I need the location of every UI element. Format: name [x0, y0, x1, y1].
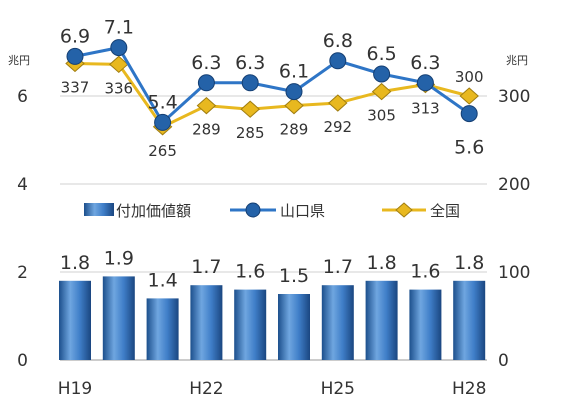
national-data-label: 292 [323, 118, 352, 136]
bar-data-label: 1.7 [323, 256, 353, 278]
x-tick-label: H25 [321, 379, 355, 399]
bar-data-label: 1.4 [147, 269, 177, 291]
legend: 付加価値額 山口県 全国 [84, 202, 460, 220]
bar [409, 289, 442, 360]
legend-label-bar: 付加価値額 [116, 202, 191, 220]
marker-national [328, 94, 348, 112]
bar [234, 289, 267, 360]
bar [321, 285, 354, 360]
marker-yamaguchi [329, 52, 347, 70]
bar-data-label: 1.8 [60, 252, 90, 274]
y-right-tick-label: 100 [498, 263, 530, 283]
national-data-label: 289 [192, 121, 221, 139]
marker-yamaguchi [460, 105, 478, 123]
yamaguchi-data-label: 6.3 [410, 52, 440, 74]
y-right-tick-label: 200 [498, 175, 530, 195]
marker-national [240, 100, 260, 118]
legend-label-yamaguchi: 山口県 [280, 202, 325, 220]
bar-data-label: 1.7 [191, 256, 221, 278]
marker-yamaguchi [154, 113, 172, 131]
marker-national [284, 97, 304, 115]
x-tick-label: H19 [58, 379, 92, 399]
data-labels: 1.8 1.9 1.4 1.7 1.6 1.5 1.7 1.8 1.6 1.8 6.9 7.1 5.4 6… [60, 17, 484, 292]
bar-data-label: 1.5 [279, 265, 309, 287]
bar-data-label: 1.6 [410, 261, 440, 283]
bar [102, 276, 135, 360]
x-tick-label: H22 [189, 379, 223, 399]
y-left-tick-label: 6 [17, 87, 28, 107]
national-data-label: 313 [411, 100, 440, 118]
yamaguchi-data-label: 6.3 [191, 52, 221, 74]
bar [190, 285, 223, 360]
national-data-label: 300 [455, 68, 484, 86]
bar-series [59, 276, 486, 360]
yamaguchi-data-label: 5.6 [454, 137, 484, 159]
bar [278, 294, 310, 360]
national-data-label: 336 [104, 79, 133, 97]
bar [365, 280, 398, 360]
line-national [74, 61, 470, 129]
marker-yamaguchi [197, 74, 215, 92]
bar-data-label: 1.8 [454, 252, 484, 274]
bar-data-label: 1.8 [366, 252, 396, 274]
yamaguchi-data-label: 5.4 [147, 91, 177, 113]
y-left-tick-label: 2 [17, 263, 28, 283]
bar-data-label: 1.9 [104, 247, 134, 269]
marker-national [459, 87, 479, 105]
bar [146, 298, 179, 360]
yamaguchi-data-label: 6.1 [279, 61, 309, 83]
legend-swatch-bar [84, 203, 114, 216]
legend-marker-national [395, 202, 413, 218]
yamaguchi-data-label: 6.5 [366, 43, 396, 65]
national-data-label: 265 [148, 142, 177, 160]
y-left-tick-label: 4 [17, 175, 28, 195]
marker-national [109, 55, 129, 73]
legend-marker-yamaguchi [245, 202, 261, 218]
national-data-label: 285 [236, 124, 265, 142]
legend-label-national: 全国 [430, 202, 460, 220]
marker-yamaguchi [416, 74, 434, 92]
x-tick-label: H28 [452, 379, 486, 399]
yamaguchi-data-label: 6.3 [235, 52, 265, 74]
marker-yamaguchi [66, 47, 84, 65]
national-data-label: 305 [367, 107, 396, 125]
axes: 0 2 4 6 0 100 200 300 兆円 兆円 H19 H22 H25 H28 [8, 54, 530, 399]
yamaguchi-data-label: 6.8 [323, 30, 353, 52]
y-right-tick-label: 0 [498, 351, 509, 371]
marker-national [371, 82, 392, 101]
marker-yamaguchi [110, 39, 128, 57]
line-yamaguchi [74, 45, 471, 125]
marker-yamaguchi [285, 83, 303, 101]
y-right-tick-label: 300 [498, 87, 530, 107]
line-series [65, 39, 479, 136]
yamaguchi-data-label: 6.9 [60, 25, 90, 47]
marker-yamaguchi [373, 65, 391, 83]
bar-data-label: 1.6 [235, 261, 265, 283]
bar [59, 280, 91, 360]
y-left-unit: 兆円 [8, 54, 30, 67]
bar [453, 280, 486, 360]
y-left-tick-label: 0 [17, 351, 28, 371]
yamaguchi-data-label: 7.1 [104, 17, 134, 39]
marker-yamaguchi [241, 74, 259, 92]
marker-national [196, 97, 217, 115]
y-right-unit: 兆円 [506, 54, 528, 67]
national-data-label: 337 [61, 78, 90, 96]
national-data-label: 289 [280, 121, 309, 139]
